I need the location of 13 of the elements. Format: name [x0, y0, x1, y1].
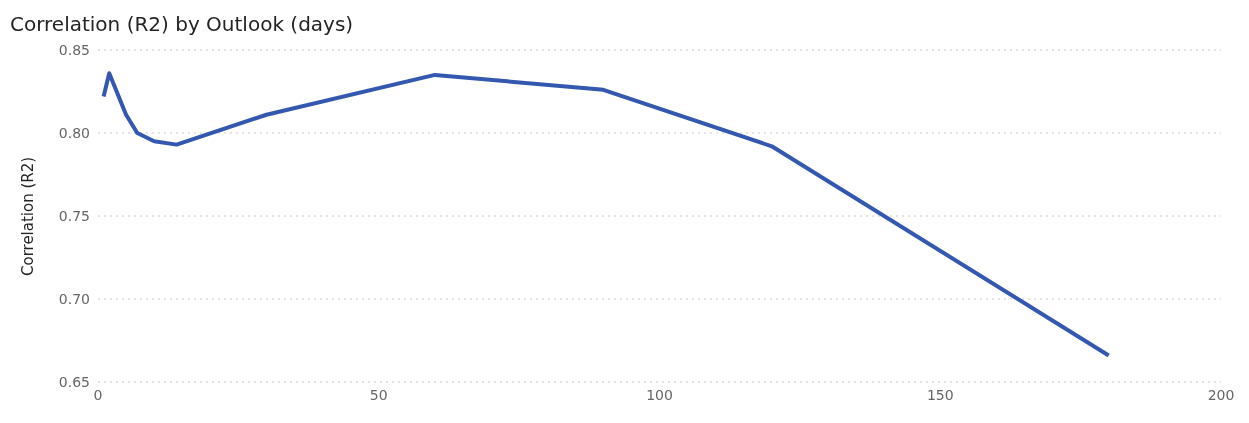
y-tick-label: 0.85: [58, 41, 90, 58]
y-axis-title: Correlation (R2): [19, 156, 38, 276]
y-tick-label: 0.80: [58, 124, 90, 141]
x-tick-label: 200: [1207, 386, 1235, 403]
x-tick-label: 150: [926, 386, 954, 403]
y-tick-label: 0.70: [58, 290, 90, 307]
y-tick-label: 0.75: [58, 207, 90, 224]
chart-title: Correlation (R2) by Outlook (days): [9, 11, 355, 38]
line-series: [101, 71, 1111, 358]
x-tick-label: 100: [646, 386, 673, 403]
y-tick-label: 0.65: [58, 373, 90, 390]
x-tick-label: 50: [369, 386, 388, 403]
x-tick-label: 0: [93, 386, 103, 403]
